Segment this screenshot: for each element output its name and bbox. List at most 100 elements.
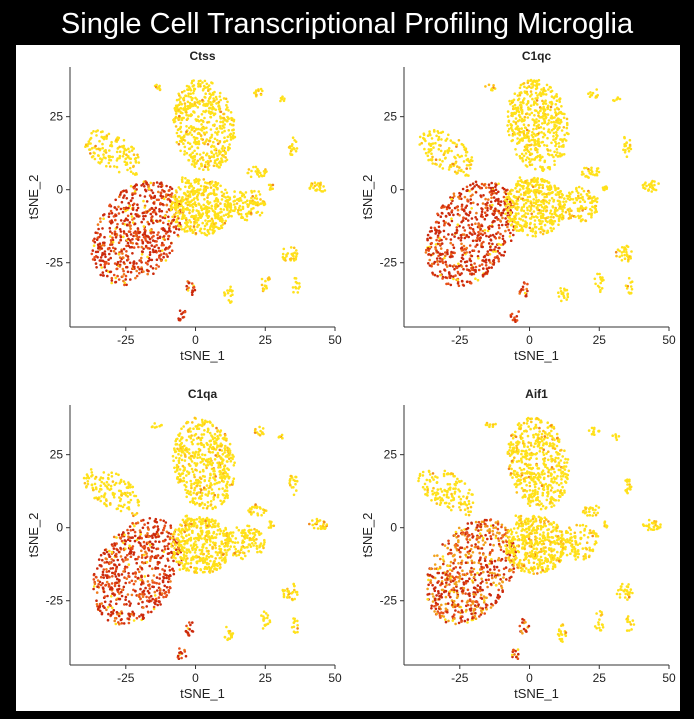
point xyxy=(129,199,133,202)
point xyxy=(107,570,111,573)
point xyxy=(216,142,220,146)
point xyxy=(195,196,199,200)
point xyxy=(100,602,104,605)
point xyxy=(217,108,221,111)
point xyxy=(213,123,216,126)
point xyxy=(555,93,558,96)
point xyxy=(221,160,224,164)
point xyxy=(477,250,481,253)
point xyxy=(533,219,537,222)
point xyxy=(191,151,194,155)
point xyxy=(239,212,243,216)
point xyxy=(128,157,131,160)
x-tick-label: -25 xyxy=(117,333,135,347)
point xyxy=(108,155,112,158)
point xyxy=(135,208,139,212)
point xyxy=(185,151,189,155)
point xyxy=(211,423,214,427)
point xyxy=(192,473,196,477)
point xyxy=(524,225,528,229)
point xyxy=(212,145,216,148)
point xyxy=(537,137,540,141)
point xyxy=(524,179,527,183)
point xyxy=(99,220,102,223)
x-axis-label: tSNE_1 xyxy=(180,348,225,363)
point xyxy=(188,195,192,198)
point xyxy=(133,534,137,538)
point xyxy=(194,214,198,217)
point xyxy=(557,118,560,122)
point xyxy=(206,196,209,199)
point xyxy=(295,147,299,150)
point xyxy=(173,213,176,216)
point xyxy=(220,190,223,194)
point xyxy=(123,283,126,287)
point xyxy=(194,218,198,222)
point xyxy=(525,287,528,291)
point xyxy=(222,116,226,120)
y-axis-label: tSNE_2 xyxy=(360,175,375,220)
point xyxy=(530,178,533,182)
point xyxy=(148,600,151,603)
point xyxy=(174,104,178,107)
point xyxy=(151,543,155,546)
point xyxy=(165,193,168,196)
point xyxy=(162,519,165,523)
point xyxy=(555,193,558,197)
point xyxy=(118,150,122,153)
point xyxy=(142,235,146,239)
point xyxy=(131,610,134,614)
point xyxy=(468,258,472,262)
point xyxy=(105,134,109,137)
point xyxy=(212,164,216,168)
point xyxy=(420,141,424,145)
point xyxy=(123,533,126,537)
point xyxy=(102,482,106,485)
point xyxy=(191,205,195,209)
point xyxy=(176,233,180,237)
point xyxy=(451,162,455,166)
point xyxy=(522,123,526,126)
point xyxy=(622,148,625,152)
point xyxy=(523,191,526,195)
point xyxy=(298,282,301,285)
point xyxy=(433,226,437,230)
point xyxy=(627,146,631,150)
point xyxy=(517,229,521,232)
point xyxy=(463,148,467,151)
point xyxy=(480,242,484,245)
point xyxy=(129,161,132,164)
point xyxy=(210,222,213,225)
point xyxy=(536,206,539,210)
point xyxy=(93,477,97,480)
point xyxy=(213,477,216,481)
point xyxy=(517,141,521,144)
point xyxy=(528,195,532,198)
point xyxy=(114,198,117,202)
point xyxy=(136,203,139,206)
point xyxy=(218,217,221,221)
point xyxy=(630,287,634,291)
point xyxy=(181,176,184,179)
point xyxy=(438,242,442,246)
point xyxy=(295,281,299,285)
point xyxy=(128,221,132,224)
point xyxy=(526,131,529,135)
point xyxy=(185,223,188,226)
point xyxy=(530,138,533,142)
point xyxy=(544,219,548,222)
point xyxy=(127,201,130,205)
point xyxy=(92,488,95,492)
point xyxy=(122,196,125,199)
point xyxy=(190,282,194,285)
point xyxy=(175,131,179,135)
point xyxy=(524,212,527,215)
point xyxy=(166,544,169,548)
point xyxy=(207,168,210,171)
point xyxy=(102,252,105,256)
point xyxy=(136,500,140,504)
point xyxy=(228,133,232,137)
point xyxy=(538,222,542,225)
point xyxy=(552,200,555,203)
